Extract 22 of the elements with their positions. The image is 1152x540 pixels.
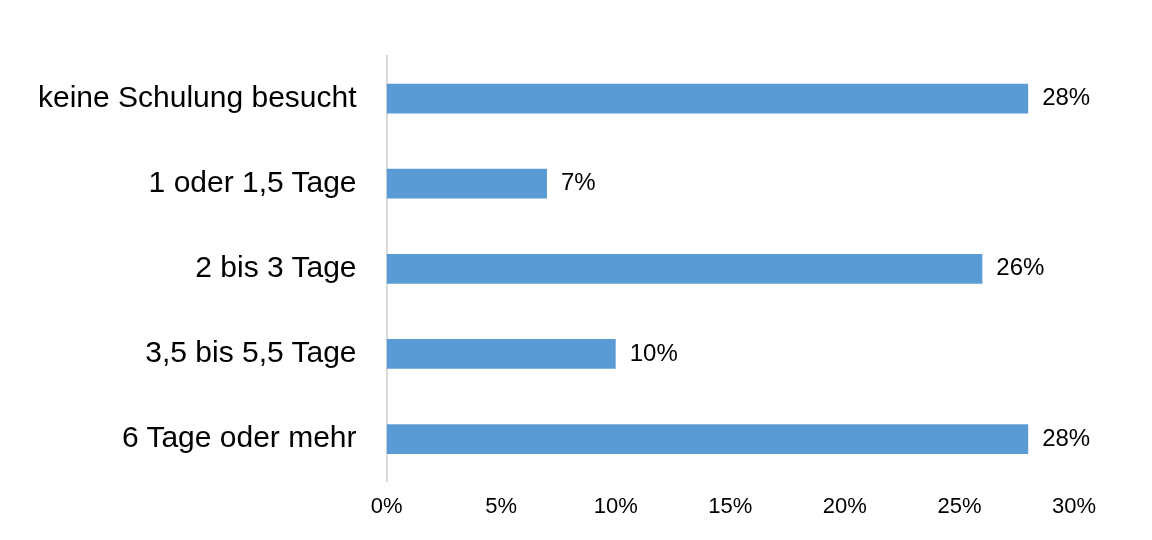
bar [386,339,616,369]
y-tick-label: 2 bis 3 Tage [195,250,357,284]
y-tick-label: 6 Tage oder mehr [121,420,357,454]
data-label: 7% [560,168,596,196]
bar [386,83,1029,114]
bar [386,168,547,199]
y-tick-label: 1 oder 1,5 Tage [148,164,357,198]
x-tick-label: 20% [822,492,867,518]
x-tick-label: 0% [370,492,403,518]
y-tick-label: keine Schulung besucht [38,79,358,113]
data-label: 10% [629,338,678,366]
data-label: 28% [1042,83,1091,111]
bar [386,424,1029,454]
x-tick-label: 10% [593,492,638,518]
x-tick-label: 15% [708,492,753,518]
data-label: 28% [1042,423,1091,451]
y-tick-label: 3,5 bis 5,5 Tage [145,335,357,369]
x-tick-label: 25% [937,492,982,518]
x-tick-label: 5% [485,492,518,518]
x-tick-label: 30% [1051,492,1097,518]
bar [386,253,983,284]
data-label: 26% [996,253,1045,281]
